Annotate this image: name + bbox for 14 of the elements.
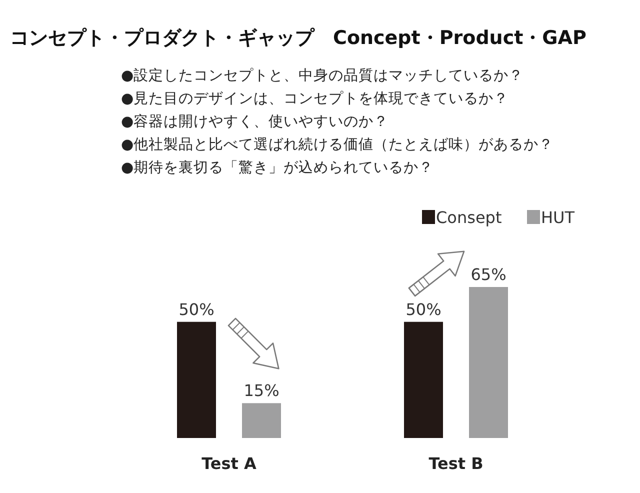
data-label: 15%: [244, 381, 280, 400]
x-tick-label: Test B: [428, 454, 484, 473]
chart-title: コンセプト・プロダクト・ギャップ Concept・Product・GAP: [10, 27, 586, 49]
data-label: 65%: [470, 265, 506, 284]
text: ●期待を裏切る「驚き」が込められているか？: [121, 159, 434, 176]
x-tick-label: Test A: [202, 454, 257, 473]
data-label: 50%: [406, 300, 442, 319]
text: ●見た目のデザインは、コンセプトを体現できているか？: [121, 90, 509, 107]
data-label: 50%: [178, 300, 214, 319]
text: ●他社製品と比べて選ばれ続ける価値（たとえば味）があるか？: [121, 136, 554, 153]
legend-label: Consept: [436, 208, 502, 227]
text: ●容器は開けやすく、使いやすいのか？: [121, 113, 389, 130]
legend-label: HUT: [541, 208, 575, 227]
text: ●設定したコンセプトと、中身の品質はマッチしているか？: [121, 67, 524, 84]
